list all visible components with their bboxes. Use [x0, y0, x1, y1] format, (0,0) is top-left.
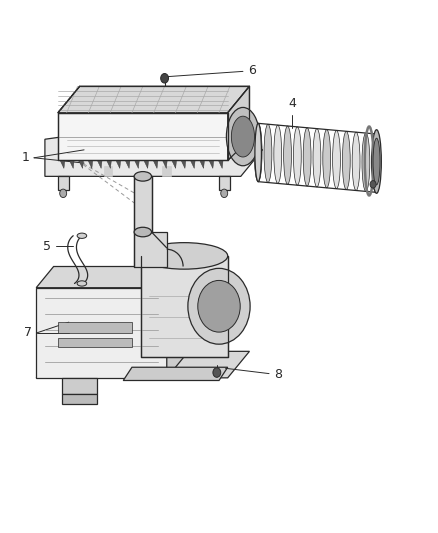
Polygon shape [228, 126, 250, 150]
Polygon shape [141, 256, 228, 357]
Polygon shape [200, 160, 205, 168]
Polygon shape [104, 166, 113, 176]
Polygon shape [144, 160, 148, 168]
Ellipse shape [255, 123, 261, 182]
Polygon shape [134, 232, 167, 266]
Ellipse shape [303, 128, 311, 186]
Polygon shape [58, 176, 69, 190]
Polygon shape [219, 176, 230, 190]
Polygon shape [45, 118, 262, 176]
Ellipse shape [226, 108, 259, 166]
Polygon shape [167, 266, 184, 378]
Ellipse shape [77, 233, 87, 238]
Polygon shape [58, 86, 250, 113]
Ellipse shape [274, 125, 282, 183]
Polygon shape [162, 166, 171, 176]
Polygon shape [62, 394, 97, 405]
Polygon shape [88, 160, 93, 168]
Text: 5: 5 [43, 240, 51, 253]
Polygon shape [107, 160, 111, 168]
Polygon shape [134, 176, 152, 232]
Polygon shape [134, 160, 139, 168]
Polygon shape [181, 160, 186, 168]
Text: 7: 7 [24, 326, 32, 340]
Ellipse shape [134, 227, 152, 237]
Ellipse shape [362, 133, 370, 191]
Ellipse shape [134, 172, 152, 181]
Polygon shape [191, 160, 195, 168]
Polygon shape [79, 160, 83, 168]
Circle shape [213, 368, 221, 377]
Ellipse shape [77, 281, 87, 286]
Ellipse shape [141, 243, 228, 269]
Polygon shape [70, 160, 74, 168]
Ellipse shape [332, 131, 340, 189]
Polygon shape [58, 113, 228, 160]
Polygon shape [58, 322, 132, 333]
Ellipse shape [373, 138, 380, 185]
Polygon shape [36, 288, 167, 378]
Ellipse shape [284, 126, 291, 184]
Polygon shape [162, 160, 167, 168]
Polygon shape [228, 86, 250, 160]
Circle shape [161, 74, 169, 83]
Circle shape [60, 189, 67, 198]
Circle shape [221, 189, 228, 198]
Polygon shape [209, 160, 214, 168]
Polygon shape [125, 160, 130, 168]
Polygon shape [172, 160, 177, 168]
Polygon shape [58, 337, 132, 347]
Text: 1: 1 [21, 151, 29, 164]
Polygon shape [123, 367, 228, 381]
Ellipse shape [254, 123, 262, 182]
Text: 6: 6 [248, 64, 256, 77]
Ellipse shape [264, 124, 272, 182]
Ellipse shape [372, 130, 381, 193]
Ellipse shape [323, 130, 331, 188]
Polygon shape [36, 351, 250, 378]
Ellipse shape [188, 268, 250, 344]
Polygon shape [62, 378, 97, 394]
Ellipse shape [372, 134, 380, 192]
Ellipse shape [352, 132, 360, 190]
Polygon shape [58, 86, 80, 113]
Polygon shape [116, 160, 120, 168]
Polygon shape [60, 160, 65, 168]
Text: 8: 8 [274, 368, 282, 381]
Ellipse shape [313, 128, 321, 187]
Ellipse shape [293, 127, 301, 185]
Polygon shape [219, 160, 223, 168]
Polygon shape [153, 160, 158, 168]
Ellipse shape [231, 116, 254, 157]
Ellipse shape [343, 131, 350, 190]
Circle shape [370, 181, 376, 188]
Polygon shape [36, 266, 184, 288]
Text: 4: 4 [288, 97, 296, 110]
Polygon shape [97, 160, 102, 168]
Ellipse shape [198, 280, 240, 332]
